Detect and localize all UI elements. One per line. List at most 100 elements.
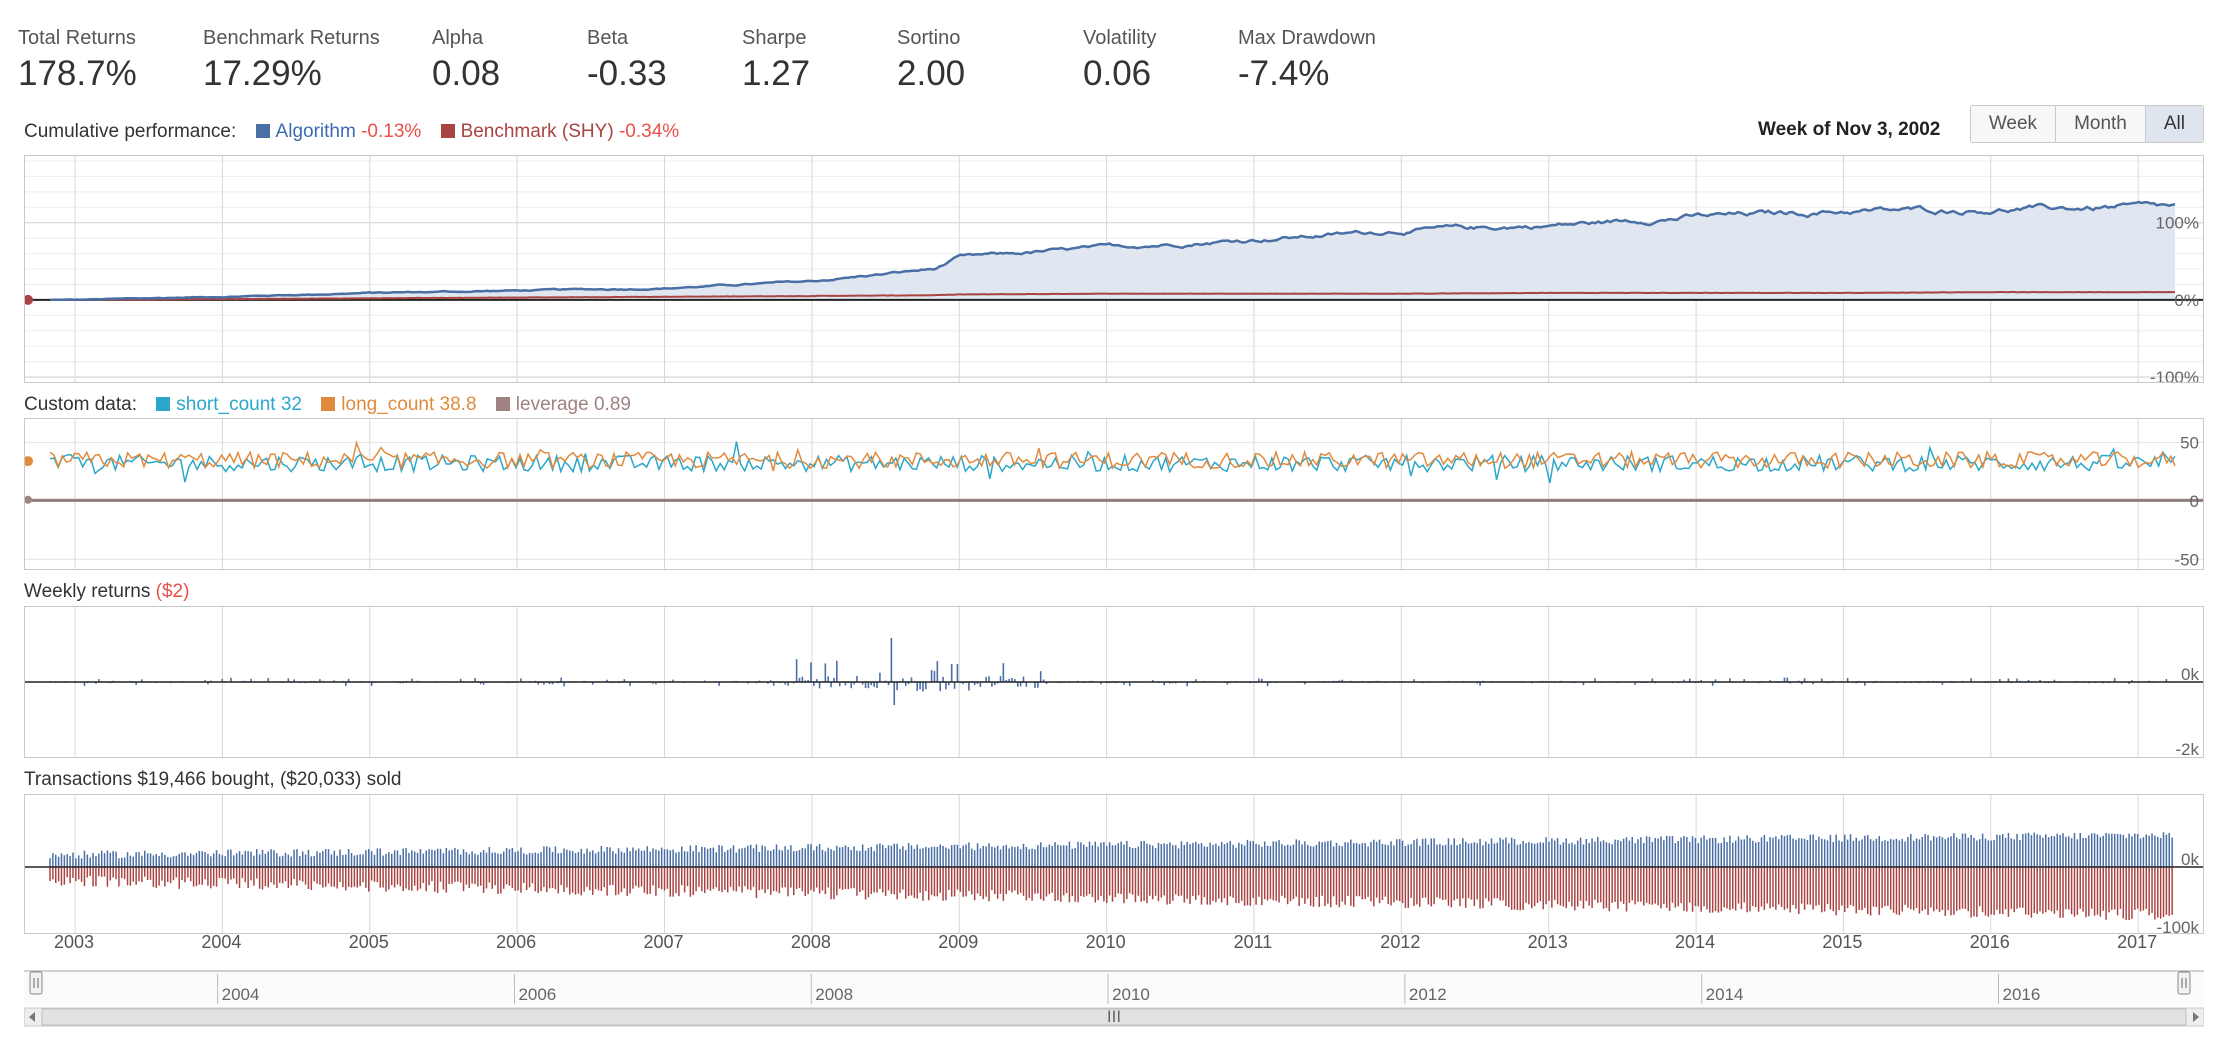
stat-sortino: Sortino 2.00 (897, 26, 965, 96)
stat-total-returns: Total Returns 178.7% (18, 26, 137, 96)
stat-value: -0.33 (587, 54, 667, 93)
x-tick-label: 2013 (1527, 932, 1568, 952)
weekly-title-row: Weekly returns ($2) (24, 581, 189, 603)
y-tick-label: 0% (2174, 291, 2199, 310)
stat-value: 1.27 (742, 54, 811, 93)
x-tick-label: 2007 (643, 932, 684, 952)
stat-value: 0.06 (1083, 54, 1152, 93)
custom-data-chart-panel[interactable]: 50 0 -50 (24, 418, 2204, 570)
stat-label: Volatility (1083, 27, 1157, 49)
custom-data-chart[interactable]: 50 0 -50 (25, 419, 2204, 570)
navigator-handle (2177, 971, 2191, 995)
cumulative-chart[interactable]: 100% 0% -100% (25, 156, 2204, 383)
week-of-label: Week of Nov 3, 2002 (1758, 119, 1941, 140)
navigator-tick-label: 2006 (518, 985, 556, 1004)
scroll-right-arrow (2193, 1012, 2199, 1022)
custom-title: Custom data: (24, 394, 137, 415)
x-tick-label: 2016 (1969, 932, 2010, 952)
benchmark-legend-value: -0.34% (618, 121, 680, 142)
stat-value: 178.7% (18, 54, 137, 93)
cumulative-chart-panel[interactable]: 100% 0% -100% (24, 155, 2204, 383)
y-tick-label: 50 (2180, 433, 2199, 452)
stat-label: Benchmark Returns (203, 27, 380, 49)
y-tick-label: 100% (2156, 214, 2199, 233)
leverage-legend-label[interactable]: leverage (515, 394, 589, 415)
y-tick-label: -50 (2174, 550, 2199, 569)
transactions-summary: $19,466 bought, ($20,033) sold (137, 769, 402, 790)
start-marker (25, 456, 33, 467)
range-navigator[interactable]: 2004 2006 2008 2010 2012 2014 2016 III (23, 970, 2205, 1028)
start-marker (25, 294, 33, 305)
y-tick-label: -2k (2175, 740, 2199, 758)
x-tick-label: 2010 (1085, 932, 1126, 952)
custom-title-row: Custom data: short_count 32 long_count 3… (24, 394, 631, 416)
range-month-button[interactable]: Month (2055, 106, 2145, 142)
algorithm-legend-value: -0.13% (361, 121, 422, 142)
navigator-tick-label: 2012 (1409, 985, 1447, 1004)
stat-max-drawdown: Max Drawdown -7.4% (1238, 26, 1376, 96)
stat-alpha: Alpha 0.08 (432, 26, 500, 96)
range-week-button[interactable]: Week (1970, 106, 2056, 142)
weekly-title: Weekly returns (24, 581, 151, 602)
algorithm-legend-label[interactable]: Algorithm (275, 121, 356, 142)
y-tick-label: 0 (2190, 492, 2199, 511)
stat-label: Sortino (897, 27, 961, 49)
stat-value: -7.4% (1238, 54, 1330, 93)
stat-volatility: Volatility 0.06 (1083, 26, 1156, 96)
range-all-button[interactable]: All (2144, 106, 2203, 142)
scrollbar-grip: III (1107, 1007, 1121, 1026)
navigator-svg[interactable]: 2004 2006 2008 2010 2012 2014 2016 III (23, 970, 2205, 1028)
long-count-legend-swatch (321, 397, 336, 411)
stat-label: Max Drawdown (1238, 27, 1376, 49)
x-tick-label: 2009 (938, 932, 979, 952)
transactions-chart[interactable]: 0k -100k (25, 795, 2204, 934)
x-tick-label: 2003 (54, 932, 95, 952)
short-count-legend-value: 32 (280, 394, 302, 415)
x-tick-label: 2005 (348, 932, 389, 952)
transactions-title-row: Transactions $19,466 bought, ($20,033) s… (24, 769, 401, 791)
benchmark-legend-label[interactable]: Benchmark (SHY) (460, 121, 614, 142)
short-count-legend-swatch (156, 397, 171, 411)
short-count-legend-label[interactable]: short_count (176, 394, 276, 415)
navigator-tick-label: 2010 (1112, 985, 1150, 1004)
y-tick-label: 0k (2181, 850, 2199, 869)
navigator-tick-label: 2004 (222, 985, 260, 1004)
leverage-legend-swatch (495, 397, 510, 411)
y-tick-label: 0k (2181, 665, 2199, 684)
transactions-title: Transactions (24, 769, 133, 790)
algorithm-legend-swatch (255, 124, 270, 138)
long-count-legend-value: 38.8 (439, 394, 477, 415)
x-tick-label: 2012 (1380, 932, 1421, 952)
leverage-legend-value: 0.89 (593, 394, 631, 415)
stat-benchmark-returns: Benchmark Returns 17.29% (203, 26, 380, 96)
stat-label: Alpha (432, 27, 484, 49)
navigator-handle (29, 971, 43, 995)
x-tick-label: 2011 (1233, 932, 1273, 952)
transactions-chart-panel[interactable]: 0k -100k (24, 794, 2204, 934)
x-tick-label: 2006 (496, 932, 537, 952)
cumulative-title-row: Cumulative performance: Algorithm -0.13%… (24, 121, 679, 143)
x-tick-label: 2015 (1822, 932, 1863, 952)
range-button-group: Week Month All (1969, 105, 2204, 143)
benchmark-legend-swatch (440, 124, 455, 138)
stat-label: Sharpe (742, 27, 807, 49)
long-count-legend-label[interactable]: long_count (341, 394, 435, 415)
navigator-tick-label: 2016 (2002, 985, 2040, 1004)
x-tick-label: 2008 (790, 932, 831, 952)
stat-beta: Beta -0.33 (587, 26, 667, 96)
x-tick-label: 2017 (2117, 932, 2158, 952)
y-tick-label: -100% (2150, 368, 2199, 383)
stat-value: 2.00 (897, 54, 966, 93)
x-tick-label: 2004 (201, 932, 242, 952)
algorithm-area (50, 202, 2175, 300)
weekly-returns-chart[interactable]: 0k -2k (25, 607, 2204, 758)
scroll-left-arrow (29, 1012, 35, 1022)
navigator-tick-label: 2008 (815, 985, 853, 1004)
scrollbar-thumb (41, 1008, 2187, 1026)
stat-value: 17.29% (203, 54, 322, 93)
stat-sharpe: Sharpe 1.27 (742, 26, 810, 96)
cumulative-title: Cumulative performance: (24, 121, 237, 142)
weekly-returns-chart-panel[interactable]: 0k -2k (24, 606, 2204, 758)
algorithm-line (49, 200, 2176, 302)
x-tick-label: 2014 (1675, 932, 1716, 952)
